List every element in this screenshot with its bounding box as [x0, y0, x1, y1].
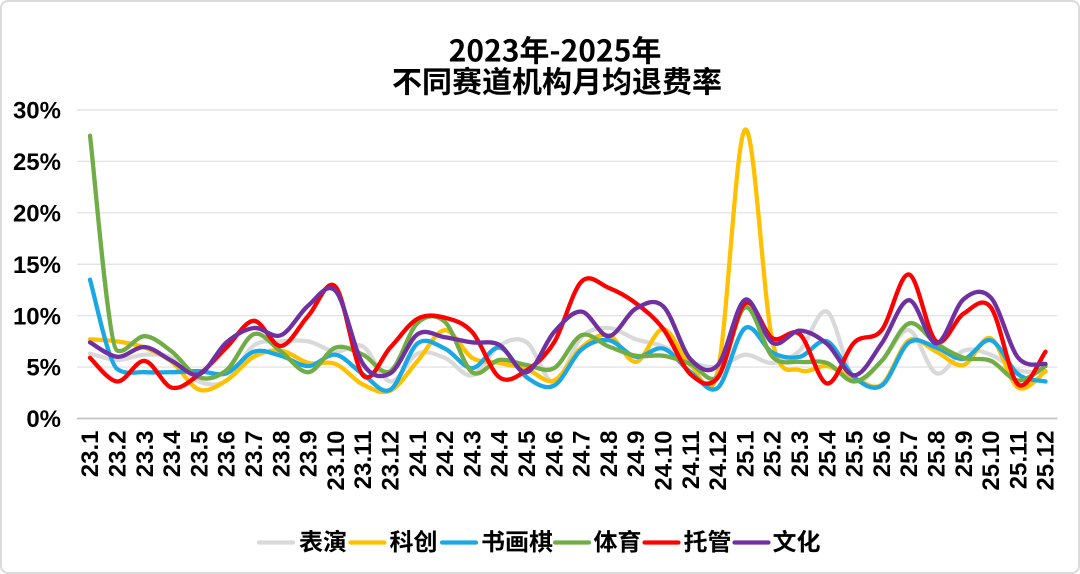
svg-text:23.3: 23.3 — [132, 431, 159, 478]
svg-text:23.12: 23.12 — [378, 431, 405, 491]
svg-text:10%: 10% — [13, 303, 61, 330]
svg-text:23.2: 23.2 — [105, 431, 132, 478]
svg-text:25%: 25% — [13, 149, 61, 176]
svg-text:24.7: 24.7 — [569, 431, 596, 478]
svg-text:25.2: 25.2 — [760, 431, 787, 478]
svg-text:25.11: 25.11 — [1005, 431, 1032, 490]
svg-text:25.1: 25.1 — [732, 431, 759, 478]
svg-text:25.4: 25.4 — [814, 430, 841, 477]
svg-text:25.7: 25.7 — [896, 431, 923, 478]
svg-text:24.10: 24.10 — [651, 431, 678, 491]
svg-text:24.3: 24.3 — [459, 431, 486, 478]
svg-text:0%: 0% — [26, 406, 61, 433]
svg-text:24.8: 24.8 — [596, 431, 623, 478]
svg-text:20%: 20% — [13, 200, 61, 227]
svg-text:25.10: 25.10 — [978, 431, 1005, 491]
svg-text:30%: 30% — [13, 98, 61, 125]
svg-text:23.10: 23.10 — [323, 431, 350, 491]
svg-text:25.8: 25.8 — [924, 431, 951, 478]
svg-text:23.8: 23.8 — [268, 431, 295, 478]
svg-text:25.5: 25.5 — [842, 431, 869, 478]
svg-text:23.11: 23.11 — [350, 431, 377, 490]
svg-text:25.6: 25.6 — [869, 431, 896, 478]
svg-text:23.4: 23.4 — [159, 430, 186, 477]
svg-text:25.3: 25.3 — [787, 431, 814, 478]
svg-text:23.5: 23.5 — [186, 431, 213, 478]
svg-text:23.7: 23.7 — [241, 431, 268, 478]
svg-text:5%: 5% — [26, 355, 61, 382]
svg-text:24.11: 24.11 — [678, 431, 705, 490]
svg-text:24.9: 24.9 — [623, 431, 650, 478]
svg-text:24.4: 24.4 — [487, 430, 514, 477]
svg-text:23.1: 23.1 — [77, 431, 104, 478]
svg-text:24.6: 24.6 — [541, 431, 568, 478]
svg-text:24.12: 24.12 — [705, 431, 732, 491]
svg-text:25.12: 25.12 — [1033, 431, 1060, 491]
svg-text:23.9: 23.9 — [296, 431, 323, 478]
svg-text:23.6: 23.6 — [214, 431, 241, 478]
svg-text:15%: 15% — [13, 252, 61, 279]
svg-text:24.2: 24.2 — [432, 431, 459, 478]
svg-text:25.9: 25.9 — [951, 431, 978, 478]
svg-text:24.5: 24.5 — [514, 431, 541, 478]
svg-text:24.1: 24.1 — [405, 431, 432, 478]
